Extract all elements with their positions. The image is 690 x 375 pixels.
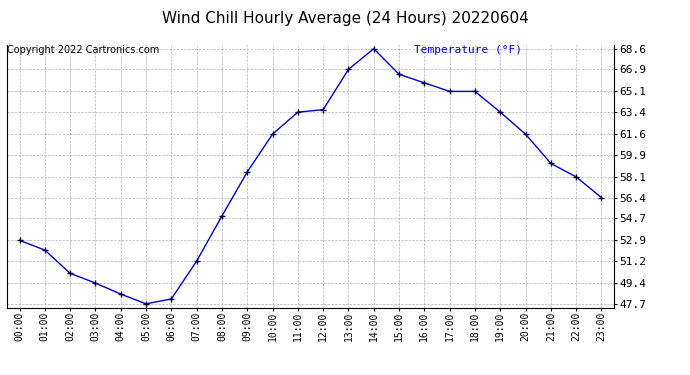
Text: Temperature (°F): Temperature (°F) (414, 45, 522, 55)
Text: Copyright 2022 Cartronics.com: Copyright 2022 Cartronics.com (7, 45, 159, 55)
Text: Wind Chill Hourly Average (24 Hours) 20220604: Wind Chill Hourly Average (24 Hours) 202… (161, 11, 529, 26)
